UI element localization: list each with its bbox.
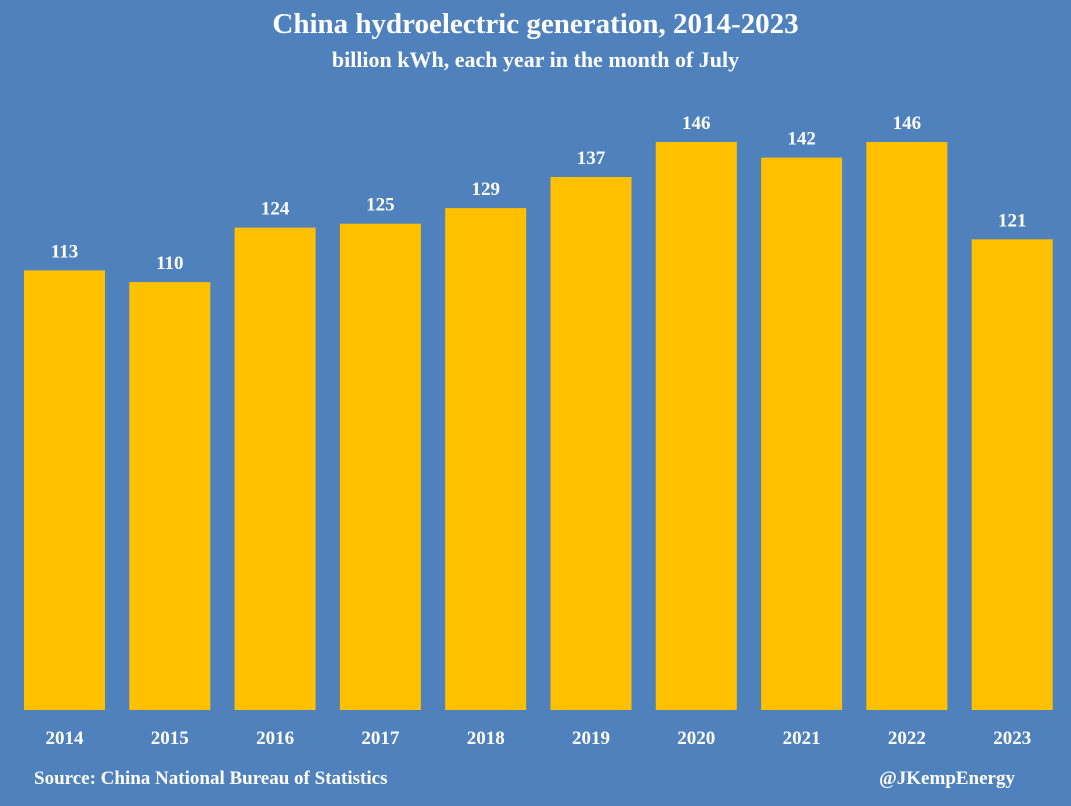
bar-2014 bbox=[24, 270, 105, 710]
x-tick-2015: 2015 bbox=[151, 728, 189, 749]
x-tick-2016: 2016 bbox=[256, 728, 294, 749]
bar-2022 bbox=[866, 142, 948, 710]
value-label-2022: 146 bbox=[893, 113, 922, 134]
x-tick-2021: 2021 bbox=[783, 728, 821, 749]
bar-2015 bbox=[129, 282, 211, 710]
value-label-2017: 125 bbox=[366, 195, 395, 216]
x-tick-2014: 2014 bbox=[46, 728, 85, 749]
bar-2021 bbox=[761, 157, 843, 711]
value-label-2015: 110 bbox=[156, 253, 183, 274]
bar-2016 bbox=[234, 227, 316, 710]
x-tick-2022: 2022 bbox=[888, 728, 926, 749]
x-tick-2019: 2019 bbox=[572, 728, 610, 749]
bar-2019 bbox=[550, 177, 632, 710]
value-labels-layer: 113 110 124 125 129 137 146 142 146 121 bbox=[51, 113, 1027, 274]
author-handle: @JKempEnergy bbox=[879, 768, 1015, 789]
bar-2017 bbox=[339, 223, 421, 710]
x-tick-2018: 2018 bbox=[467, 728, 505, 749]
source-note: Source: China National Bureau of Statist… bbox=[34, 768, 388, 789]
bar-2020 bbox=[655, 142, 737, 710]
x-tick-labels: 2014 2015 2016 2017 2018 2019 2020 2021 2022 2023 bbox=[46, 728, 1032, 749]
bars-layer bbox=[24, 142, 1053, 711]
chart-title: China hydroelectric generation, 2014-202… bbox=[272, 8, 799, 40]
value-label-2019: 137 bbox=[577, 148, 606, 169]
chart-subtitle: billion kWh, each year in the month of J… bbox=[331, 47, 740, 72]
x-tick-2023: 2023 bbox=[993, 728, 1031, 749]
value-label-2020: 146 bbox=[682, 113, 711, 134]
value-label-2016: 124 bbox=[261, 199, 290, 220]
x-tick-2017: 2017 bbox=[361, 728, 400, 749]
x-tick-2020: 2020 bbox=[677, 728, 715, 749]
value-label-2021: 142 bbox=[787, 129, 816, 150]
value-label-2018: 129 bbox=[471, 179, 500, 200]
bar-2018 bbox=[445, 208, 527, 710]
bar-2023 bbox=[971, 239, 1053, 711]
value-label-2014: 113 bbox=[51, 241, 78, 262]
value-label-2023: 121 bbox=[998, 210, 1027, 231]
